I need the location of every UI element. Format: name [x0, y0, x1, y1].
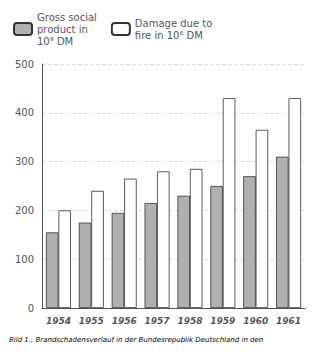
svg-text:1959: 1959 — [210, 316, 235, 326]
svg-text:0: 0 — [28, 303, 34, 314]
svg-text:400: 400 — [15, 107, 34, 118]
svg-text:Gross social: Gross social — [37, 12, 97, 23]
svg-text:Damage due to: Damage due to — [135, 18, 212, 29]
svg-text:1955: 1955 — [79, 316, 104, 326]
svg-text:300: 300 — [15, 156, 34, 167]
svg-text:product in: product in — [37, 24, 88, 35]
svg-text:10⁹ DM: 10⁹ DM — [37, 36, 73, 47]
svg-text:1956: 1956 — [112, 316, 137, 326]
svg-text:100: 100 — [15, 254, 34, 265]
svg-text:1961: 1961 — [276, 316, 301, 326]
svg-text:1958: 1958 — [177, 316, 202, 326]
svg-text:Bild 1., Brandschadensverlauf: Bild 1., Brandschadensverlauf in der Bun… — [9, 336, 263, 344]
svg-text:1957: 1957 — [145, 316, 171, 326]
svg-text:500: 500 — [15, 59, 34, 70]
svg-text:fire in 10⁶ DM: fire in 10⁶ DM — [135, 30, 203, 41]
svg-text:200: 200 — [15, 205, 34, 216]
svg-text:1954: 1954 — [46, 316, 71, 326]
svg-text:1960: 1960 — [243, 316, 268, 326]
